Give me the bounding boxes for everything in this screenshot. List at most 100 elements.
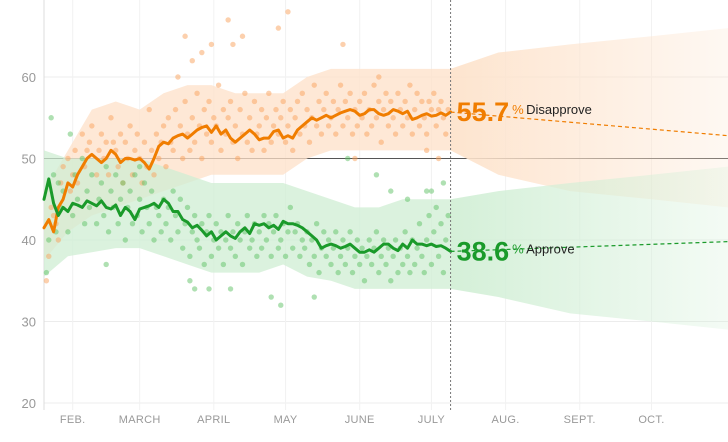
approve-poll-point	[122, 237, 129, 243]
disapprove-poll-point	[194, 90, 200, 97]
approve-poll-point	[287, 204, 294, 211]
disapprove-poll-point	[431, 90, 437, 97]
approve-poll-point	[105, 229, 112, 235]
disapprove-poll-point	[342, 98, 349, 105]
approve-poll-point	[423, 237, 430, 243]
approve-poll-point	[48, 115, 54, 121]
approve-poll-point	[380, 237, 387, 243]
approve-poll-point	[321, 229, 327, 235]
approve-poll-point	[347, 229, 353, 235]
approve-poll-point	[74, 196, 81, 202]
approve-poll-point	[235, 221, 241, 227]
disapprove-poll-point	[388, 98, 394, 105]
approve-poll-point	[404, 196, 411, 202]
disapprove-poll-point	[443, 131, 449, 137]
disapprove-poll-point	[110, 139, 117, 145]
approve-poll-point	[103, 163, 109, 170]
disapprove-poll-point	[409, 131, 416, 137]
approve-poll-point	[93, 221, 100, 227]
disapprove-poll-point	[263, 115, 270, 121]
approve-value: 38.6	[457, 236, 510, 266]
approve-poll-point	[278, 302, 284, 308]
approve-poll-point	[129, 221, 136, 227]
disapprove-poll-point	[60, 163, 66, 170]
disapprove-poll-point	[411, 106, 418, 113]
approve-poll-point	[440, 269, 447, 276]
approve-poll-point	[215, 245, 222, 251]
approve-poll-point	[445, 212, 451, 219]
approve-poll-point	[364, 253, 370, 259]
x-tick-label: MAY	[274, 414, 298, 426]
approve-poll-point	[400, 261, 406, 268]
approve-poll-point	[414, 245, 420, 251]
disapprove-poll-point	[433, 123, 439, 129]
disapprove-poll-point	[151, 172, 157, 178]
disapprove-poll-point	[105, 172, 112, 178]
approve-poll-point	[148, 188, 155, 194]
disapprove-poll-point	[323, 90, 329, 97]
approve-poll-point	[359, 245, 365, 251]
approve-poll-point	[388, 188, 394, 194]
disapprove-poll-point	[84, 147, 90, 154]
disapprove-poll-point	[242, 90, 248, 97]
disapprove-poll-point	[172, 106, 179, 113]
approve-poll-point	[201, 261, 207, 268]
disapprove-poll-point	[330, 98, 337, 105]
approve-poll-point	[249, 237, 255, 243]
disapprove-poll-point	[392, 131, 399, 137]
disapprove-poll-point	[378, 139, 384, 145]
disapprove-value: 55.7	[457, 97, 510, 127]
approve-poll-point	[136, 163, 143, 170]
disapprove-poll-point	[199, 49, 205, 56]
y-tick-label: 40	[22, 233, 36, 248]
disapprove-poll-point	[423, 131, 430, 137]
approve-poll-point	[189, 229, 195, 235]
disapprove-poll-point	[220, 106, 227, 113]
approve-poll-point	[407, 269, 413, 276]
disapprove-poll-point	[225, 17, 231, 23]
disapprove-poll-point	[232, 123, 239, 129]
approve-poll-point	[268, 294, 274, 300]
disapprove-poll-point	[246, 115, 253, 121]
x-tick-label: SEPT.	[564, 414, 596, 426]
approve-poll-point	[261, 212, 267, 219]
approve-poll-point	[419, 253, 425, 259]
approve-poll-point	[151, 237, 157, 243]
disapprove-poll-point	[43, 278, 50, 284]
disapprove-poll-point	[356, 98, 363, 105]
approve-poll-point	[443, 237, 449, 243]
approve-poll-point	[366, 237, 372, 243]
disapprove-poll-point	[208, 139, 215, 145]
x-tick-label: OCT.	[638, 414, 664, 426]
approve-forecast-band	[450, 166, 728, 330]
disapprove-poll-point	[182, 33, 188, 39]
disapprove-poll-point	[50, 212, 57, 219]
approve-poll-point	[117, 196, 124, 202]
disapprove-poll-point	[256, 123, 262, 129]
disapprove-poll-point	[373, 115, 380, 121]
approve-poll-point	[223, 237, 229, 243]
approve-poll-point	[254, 253, 260, 259]
disapprove-poll-point	[98, 131, 105, 137]
disapprove-poll-point	[266, 90, 272, 97]
disapprove-poll-point	[414, 90, 420, 97]
approve-poll-point	[89, 172, 95, 178]
disapprove-poll-point	[227, 98, 234, 105]
approve-poll-point	[297, 253, 303, 259]
disapprove-poll-point	[72, 147, 78, 154]
disapprove-poll-point	[239, 33, 246, 39]
disapprove-percent-sign: %	[512, 102, 524, 117]
approve-poll-point	[258, 245, 265, 251]
approve-poll-point	[163, 221, 169, 227]
disapprove-poll-point	[280, 98, 286, 105]
disapprove-poll-point	[249, 147, 255, 154]
approve-poll-point	[435, 253, 442, 259]
x-tick-label: APRIL	[197, 414, 230, 426]
disapprove-label: Disapprove	[526, 102, 592, 117]
approve-poll-point	[356, 261, 363, 268]
approve-poll-point	[378, 253, 384, 259]
approve-poll-point	[177, 196, 184, 202]
disapprove-poll-point	[385, 123, 392, 129]
